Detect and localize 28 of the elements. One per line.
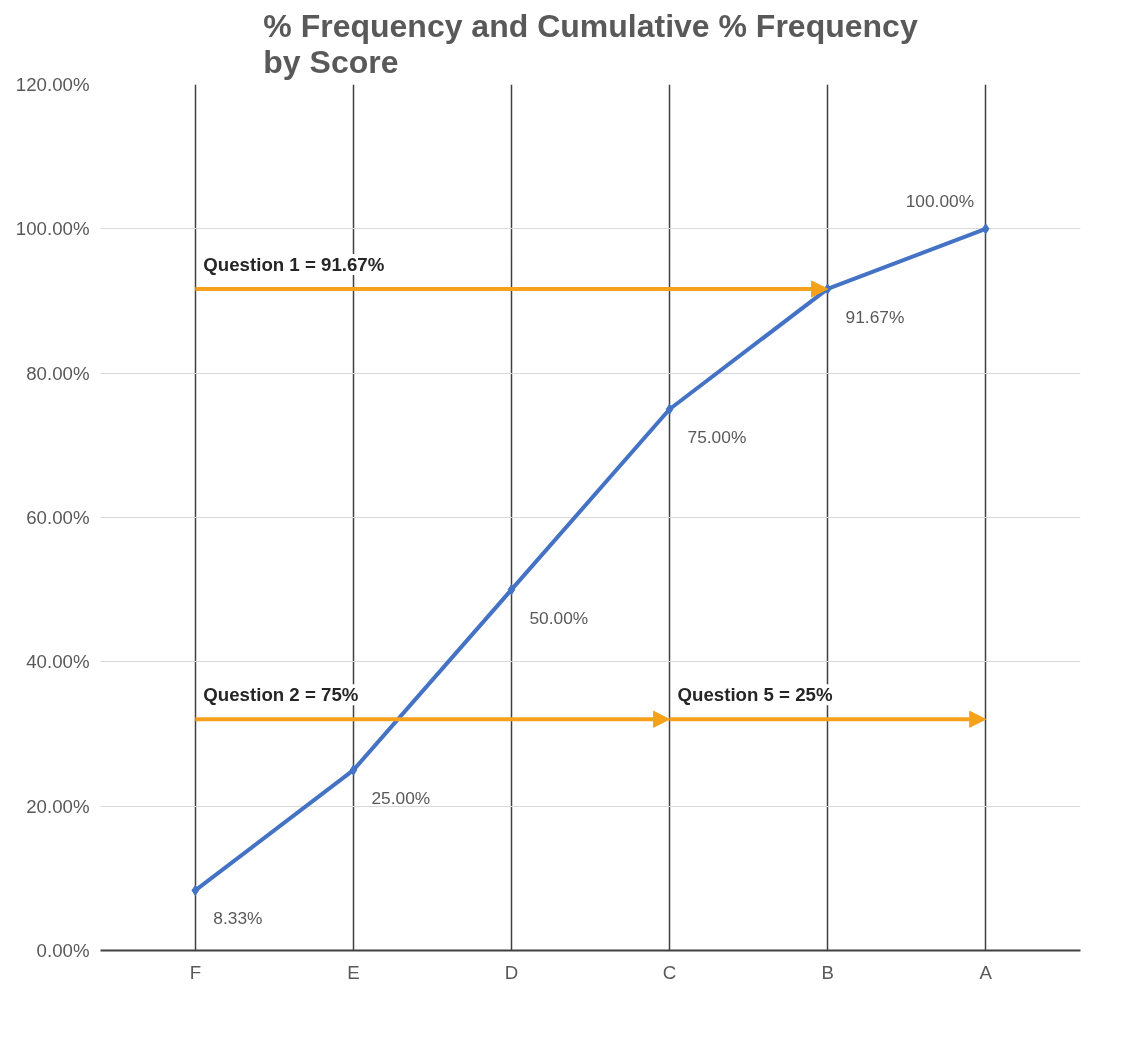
point	[665, 403, 674, 415]
x-tick-label: D	[504, 961, 519, 983]
annotation: Question 2 = 75%	[203, 684, 359, 706]
y-tick-label: 60.00%	[26, 507, 90, 528]
chart-title: % Frequency and Cumulative % Frequency by Score	[263, 7, 918, 80]
y-tick-label: 100.00%	[15, 218, 90, 240]
data-label: 25.00%	[371, 788, 431, 809]
data-label: 8.33%	[213, 908, 263, 929]
x-tick-label: F	[189, 961, 202, 983]
point	[349, 764, 358, 776]
data-label: 50.00%	[529, 607, 589, 628]
y-tick-label: 80.00%	[26, 362, 90, 384]
x-tick-label: C	[662, 961, 677, 983]
annotation: Question 5 = 25%	[677, 684, 833, 706]
point	[981, 223, 990, 235]
point	[191, 884, 200, 896]
y-tick-label: 20.00%	[26, 795, 90, 817]
point	[507, 584, 516, 596]
y-tick-label: 40.00%	[26, 651, 90, 673]
x-tick-label: E	[347, 961, 360, 983]
x-tick-label: A	[979, 961, 993, 983]
data-label: 75.00%	[687, 427, 747, 448]
y-tick-label: 120.00%	[15, 74, 90, 95]
x-tick-label: B	[821, 961, 834, 983]
annotation: Question 1 = 91.67%	[203, 253, 385, 275]
data-label: 100.00%	[905, 190, 975, 211]
y-tick-label: 0.00%	[36, 940, 90, 961]
data-label: 91.67%	[845, 306, 905, 327]
